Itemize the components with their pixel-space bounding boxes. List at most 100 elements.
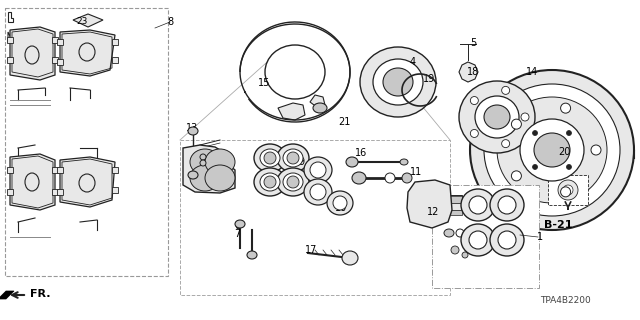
Ellipse shape [287,152,299,164]
Bar [52,167,58,173]
Ellipse shape [475,96,519,138]
Bar [7,57,13,63]
Bar [52,189,58,195]
Bar [112,187,118,193]
Ellipse shape [566,164,572,170]
Text: 20: 20 [558,147,570,157]
Ellipse shape [287,176,299,188]
Bar [112,57,118,63]
Ellipse shape [451,246,459,254]
Text: FR.: FR. [30,289,51,299]
Ellipse shape [532,131,538,136]
Ellipse shape [400,159,408,165]
Bar [112,39,118,45]
Text: 6: 6 [234,221,240,231]
Ellipse shape [383,68,413,96]
Ellipse shape [459,81,535,153]
Polygon shape [73,14,103,27]
Text: 12: 12 [427,207,440,217]
Ellipse shape [470,97,478,105]
Ellipse shape [283,173,303,191]
Ellipse shape [310,184,326,200]
Ellipse shape [511,119,522,129]
Bar [57,189,63,195]
Text: 15: 15 [258,78,270,88]
Ellipse shape [25,173,39,191]
Text: 7: 7 [234,229,240,239]
Text: 16: 16 [355,148,367,158]
Ellipse shape [277,144,309,172]
Text: 23: 23 [76,17,88,26]
Text: 4: 4 [410,57,416,67]
Ellipse shape [498,196,516,214]
Ellipse shape [470,130,478,138]
Text: 3: 3 [203,165,209,175]
Text: 13: 13 [186,123,198,133]
Ellipse shape [79,174,95,192]
Polygon shape [0,291,14,299]
Bar [57,39,63,45]
Ellipse shape [461,189,495,221]
Ellipse shape [260,173,280,191]
Ellipse shape [205,149,235,175]
Polygon shape [10,27,55,80]
Polygon shape [10,154,55,210]
Ellipse shape [260,149,280,167]
Text: 14: 14 [526,67,538,77]
Ellipse shape [333,196,347,210]
Bar [440,210,462,215]
Ellipse shape [502,140,509,148]
Text: B-21: B-21 [544,220,572,230]
Ellipse shape [502,86,509,94]
Ellipse shape [277,168,309,196]
Bar [548,175,588,205]
Text: 19: 19 [423,74,435,84]
Ellipse shape [79,43,95,61]
Bar [7,167,13,173]
Ellipse shape [497,97,607,203]
Ellipse shape [566,131,572,136]
Ellipse shape [346,157,358,167]
Polygon shape [278,103,305,120]
Bar [7,37,13,43]
Polygon shape [60,157,115,207]
Polygon shape [310,95,325,108]
Ellipse shape [200,160,206,166]
Ellipse shape [304,179,332,205]
Ellipse shape [264,176,276,188]
Ellipse shape [254,168,286,196]
Bar [440,195,462,211]
Text: 21: 21 [338,117,350,127]
Bar [440,196,462,203]
Bar [432,185,539,288]
Ellipse shape [534,133,570,167]
Ellipse shape [563,185,573,195]
Ellipse shape [521,113,529,121]
Ellipse shape [264,152,276,164]
Bar [57,167,63,173]
Ellipse shape [235,220,245,228]
Text: 5: 5 [470,38,476,48]
Bar [5,8,168,276]
Ellipse shape [190,165,220,191]
Ellipse shape [310,162,326,178]
Bar [180,140,450,295]
Ellipse shape [265,45,325,99]
Ellipse shape [558,180,578,200]
Text: TPA4B2200: TPA4B2200 [540,296,591,305]
Ellipse shape [190,149,220,175]
Text: 18: 18 [467,67,479,77]
Ellipse shape [456,229,464,237]
Text: 1: 1 [537,232,543,242]
Ellipse shape [520,119,584,181]
Ellipse shape [469,196,487,214]
Ellipse shape [561,187,571,197]
Ellipse shape [490,224,524,256]
Ellipse shape [385,173,395,183]
Ellipse shape [313,103,327,113]
Ellipse shape [484,84,620,216]
Ellipse shape [352,172,366,184]
Ellipse shape [188,171,198,179]
Text: 17: 17 [305,245,317,255]
Text: 9: 9 [298,157,304,167]
